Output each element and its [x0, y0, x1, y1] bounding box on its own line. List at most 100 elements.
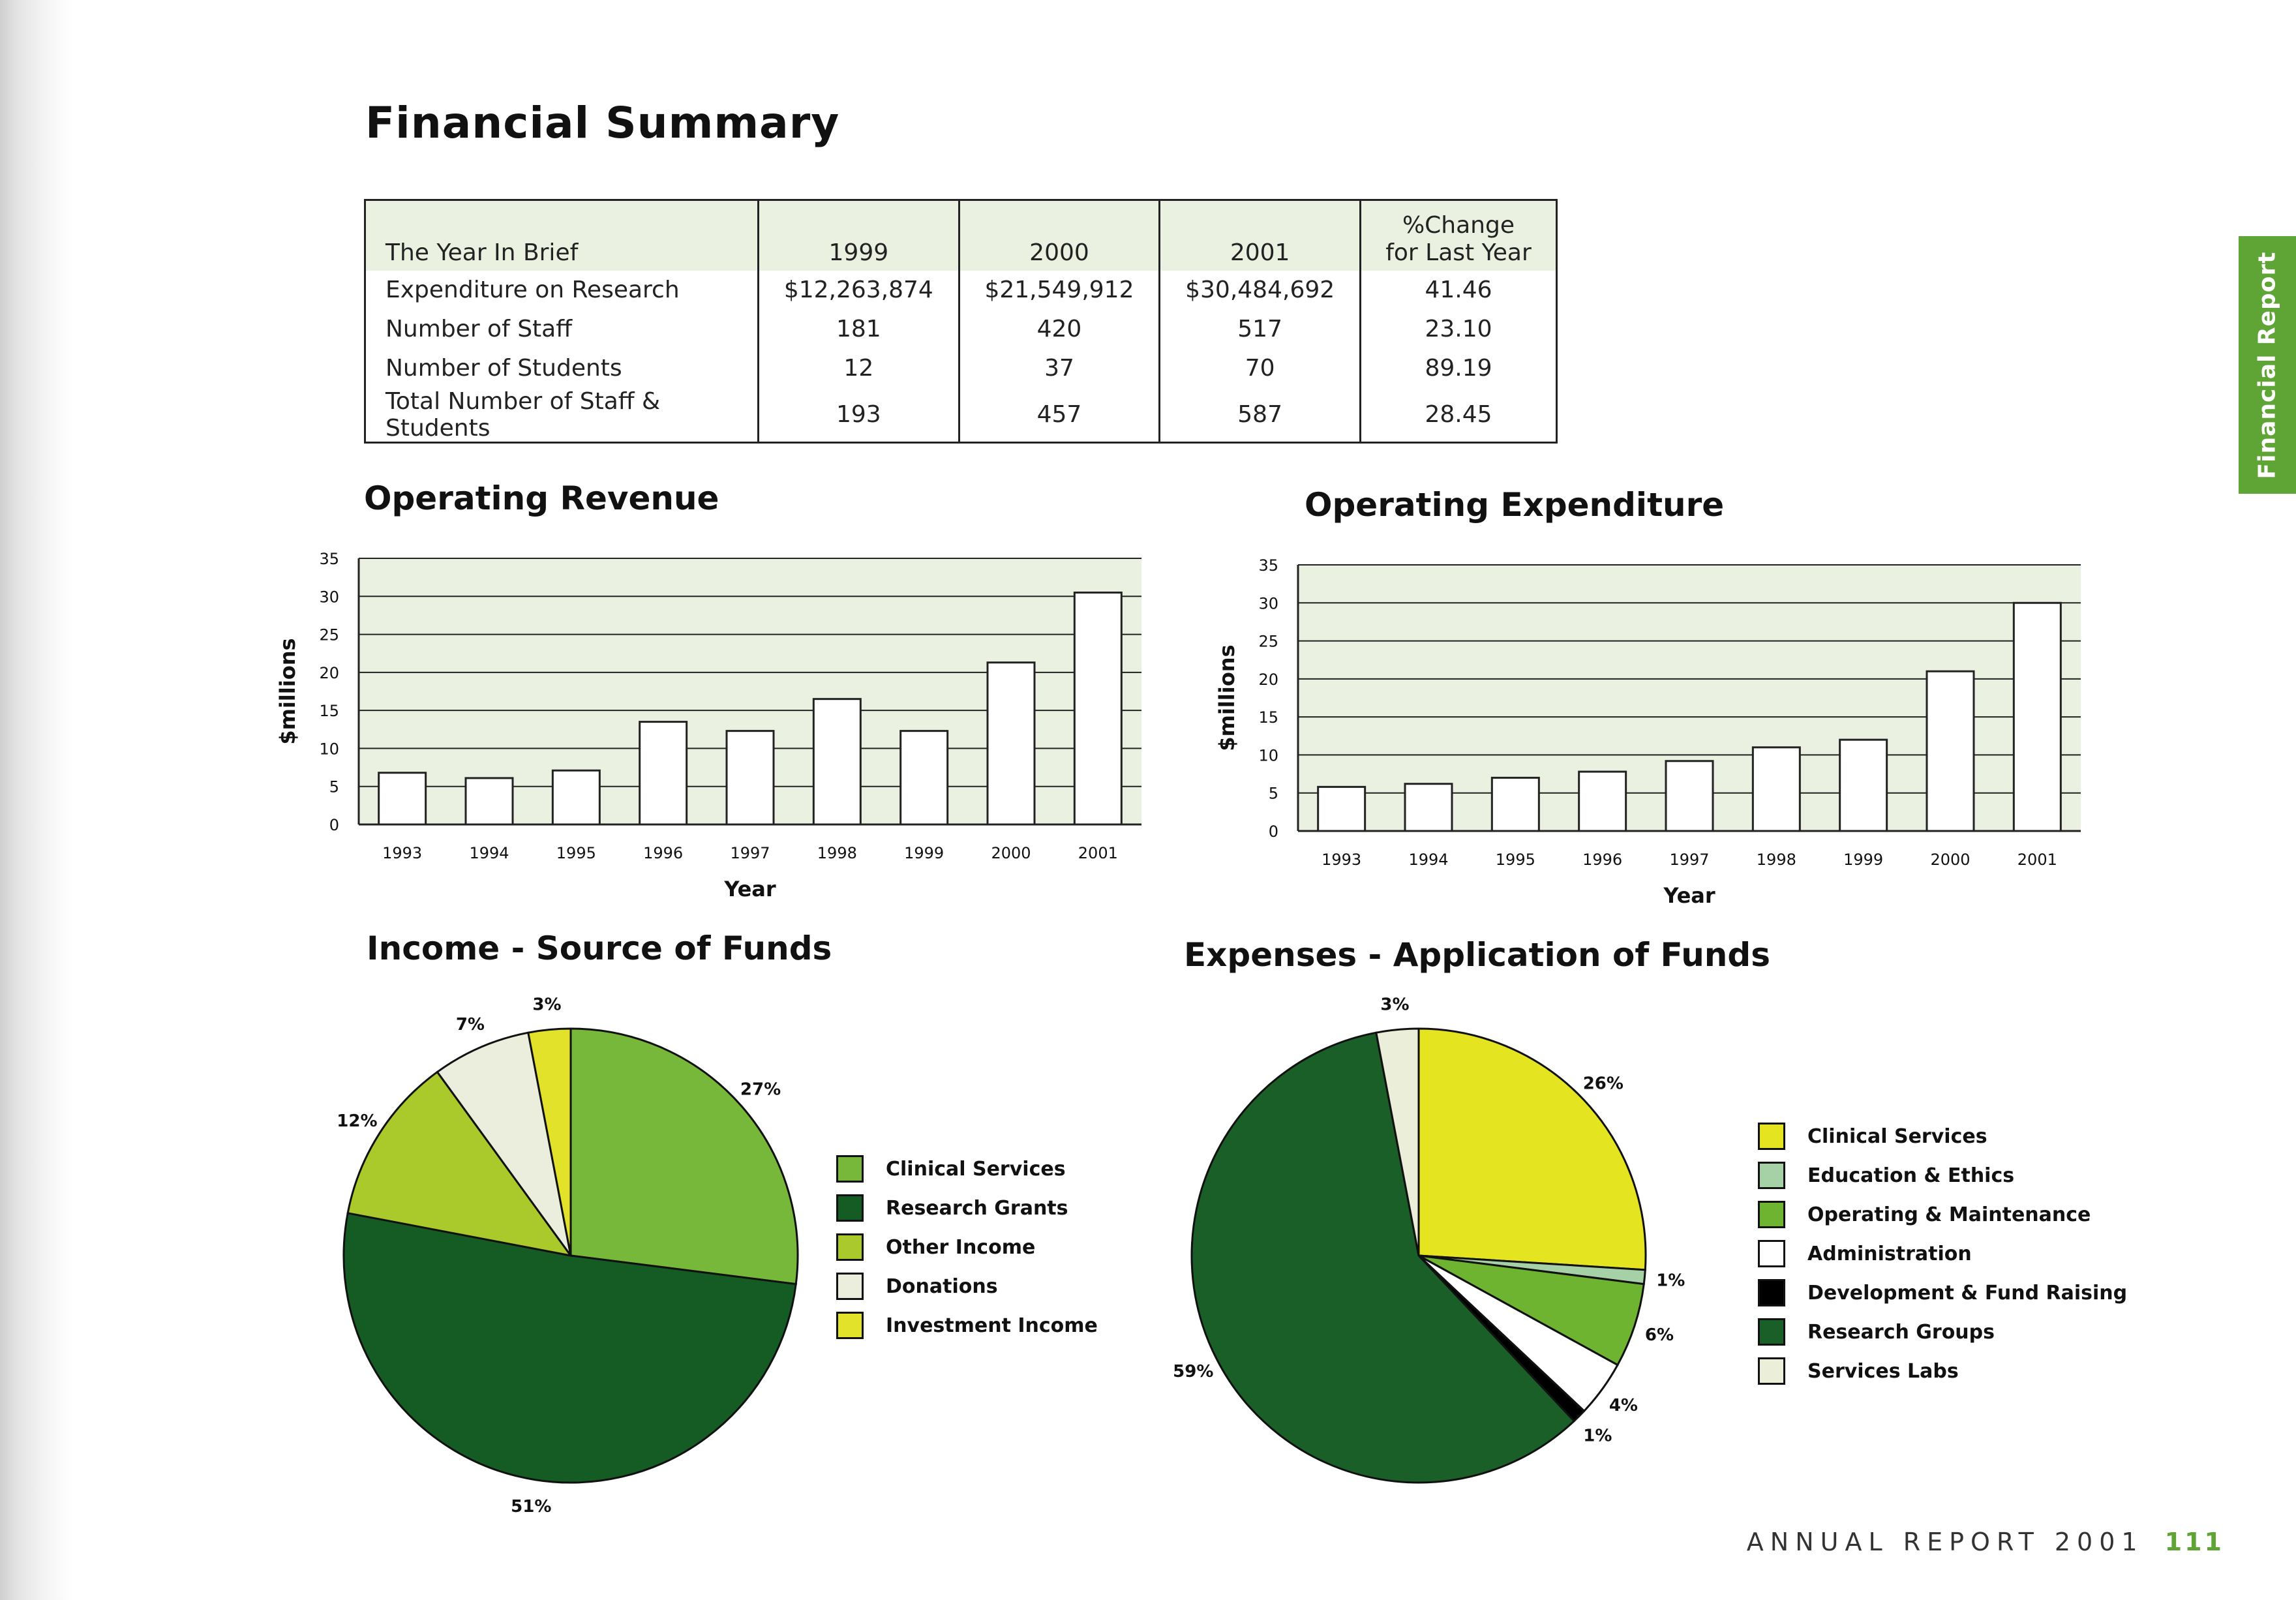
legend-item: Development & Fund Raising — [1758, 1273, 2127, 1312]
legend-label: Clinical Services — [1807, 1125, 1987, 1148]
bar — [1578, 770, 1627, 832]
expenses-legend: Clinical Services Education & Ethics Ope… — [1758, 1117, 2127, 1391]
legend-label: Operating & Maintenance — [1807, 1203, 2091, 1226]
bar — [986, 661, 1036, 826]
pie-slice — [1375, 1027, 1420, 1256]
y-tick-label: 10 — [319, 740, 339, 758]
x-tick-label: 1994 — [469, 844, 509, 862]
x-tick-label: 1996 — [1582, 851, 1622, 869]
y-tick-label: 35 — [1258, 556, 1278, 575]
table-cell: 457 — [958, 387, 1160, 442]
table-cell: 89.19 — [1359, 348, 1557, 388]
pie-slice — [1190, 1031, 1576, 1484]
table-cell: 23.10 — [1359, 309, 1557, 349]
bar — [551, 769, 601, 826]
pie-slice — [436, 1031, 572, 1256]
table-cell: Number of Students — [385, 355, 622, 382]
table-cell: Number of Staff — [385, 316, 573, 342]
bar — [1839, 738, 1888, 832]
bar — [1926, 670, 1975, 832]
legend-swatch — [836, 1273, 864, 1300]
y-tick-label: 30 — [319, 588, 339, 606]
y-tick-label: 20 — [1258, 671, 1278, 689]
y-tick-label: 15 — [1258, 708, 1278, 727]
pie-value-label: 27% — [740, 1079, 781, 1099]
page-number: 111 — [2164, 1528, 2224, 1556]
x-tick-label: 2001 — [2017, 851, 2057, 869]
table-cell: 28.45 — [1359, 387, 1557, 442]
legend-swatch — [1758, 1162, 1785, 1189]
expenses-chart-title: Expenses - Application of Funds — [1184, 936, 1770, 974]
legend-label: Donations — [886, 1275, 998, 1298]
legend-swatch — [1758, 1318, 1785, 1346]
x-tick-label: 1996 — [643, 844, 683, 862]
table-header: 1999 — [757, 200, 959, 271]
pie-slice — [527, 1027, 572, 1256]
y-tick-label: 35 — [319, 550, 339, 568]
page-footer: ANNUAL REPORT 2001 111 — [1747, 1528, 2224, 1556]
table-header: The Year In Brief — [385, 239, 579, 266]
revenue-chart-title: Operating Revenue — [364, 479, 719, 517]
table-cell: 587 — [1158, 387, 1361, 442]
pie-slice — [342, 1212, 797, 1484]
y-tick-label: 5 — [1269, 785, 1278, 803]
table-header-row: The Year In Brief 1999 2000 2001 %Change… — [365, 200, 1557, 271]
pie-value-label: 59% — [1173, 1362, 1213, 1381]
pie-value-label: 1% — [1583, 1426, 1612, 1445]
legend-item: Education & Ethics — [1758, 1156, 2127, 1195]
bar — [1665, 760, 1714, 832]
table-cell: 41.46 — [1359, 270, 1557, 310]
table-cell: 517 — [1158, 309, 1361, 349]
legend-item: Clinical Services — [1758, 1117, 2127, 1156]
table-cell: 181 — [757, 309, 959, 349]
bar — [1404, 783, 1453, 832]
table-cell: $30,484,692 — [1158, 270, 1361, 310]
income-chart-title: Income - Source of Funds — [367, 929, 832, 967]
x-tick-label: 1998 — [1757, 851, 1796, 869]
x-tick-label: 1993 — [1322, 851, 1361, 869]
y-tick-label: 25 — [1258, 633, 1278, 651]
bar — [1317, 785, 1367, 832]
income-legend: Clinical Services Research Grants Other … — [836, 1149, 1098, 1345]
legend-label: Administration — [1807, 1242, 1972, 1265]
legend-label: Clinical Services — [886, 1157, 1066, 1181]
table-cell: $21,549,912 — [958, 270, 1160, 310]
legend-item: Donations — [836, 1267, 1098, 1306]
pie-value-label: 7% — [456, 1015, 485, 1034]
x-tick-label: 2000 — [1930, 851, 1970, 869]
legend-label: Investment Income — [886, 1314, 1098, 1337]
x-tick-label: 1998 — [817, 844, 857, 862]
table-row: Number of Students 12 37 70 89.19 — [365, 348, 1557, 388]
legend-item: Operating & Maintenance — [1758, 1195, 2127, 1234]
table-cell: Expenditure on Research — [385, 277, 680, 303]
side-tab: Financial Report — [2239, 236, 2296, 494]
pie-value-label: 26% — [1583, 1074, 1624, 1093]
y-tick-label: 20 — [319, 664, 339, 682]
x-tick-label: 1995 — [556, 844, 596, 862]
legend-swatch — [836, 1233, 864, 1261]
legend-swatch — [836, 1194, 864, 1222]
pie-value-label: 12% — [337, 1111, 377, 1131]
table-row: Total Number of Staff & Students 193 457… — [365, 387, 1557, 442]
year-in-brief-table: The Year In Brief 1999 2000 2001 %Change… — [364, 199, 1558, 444]
pie-value-label: 3% — [532, 995, 561, 1015]
x-tick-label: 2000 — [991, 844, 1031, 862]
bar — [639, 721, 688, 826]
y-tick-label: 25 — [319, 626, 339, 644]
pie-slice — [1418, 1254, 1645, 1366]
bar — [378, 772, 427, 826]
x-tick-label: 1999 — [1843, 851, 1883, 869]
legend-label: Education & Ethics — [1807, 1164, 2015, 1187]
legend-swatch — [1758, 1201, 1785, 1228]
y-tick-label: 15 — [319, 702, 339, 720]
legend-label: Development & Fund Raising — [1807, 1281, 2128, 1305]
y-axis-title: $millions — [1215, 644, 1239, 751]
table-cell: 12 — [757, 348, 959, 388]
table-cell: 70 — [1158, 348, 1361, 388]
legend-item: Research Grants — [836, 1188, 1098, 1228]
x-axis-title: Year — [723, 877, 776, 901]
bar — [812, 698, 862, 826]
pie-slice — [569, 1027, 799, 1286]
x-tick-label: 1997 — [1669, 851, 1709, 869]
table-cell: Total Number of Staff & Students — [385, 387, 661, 442]
